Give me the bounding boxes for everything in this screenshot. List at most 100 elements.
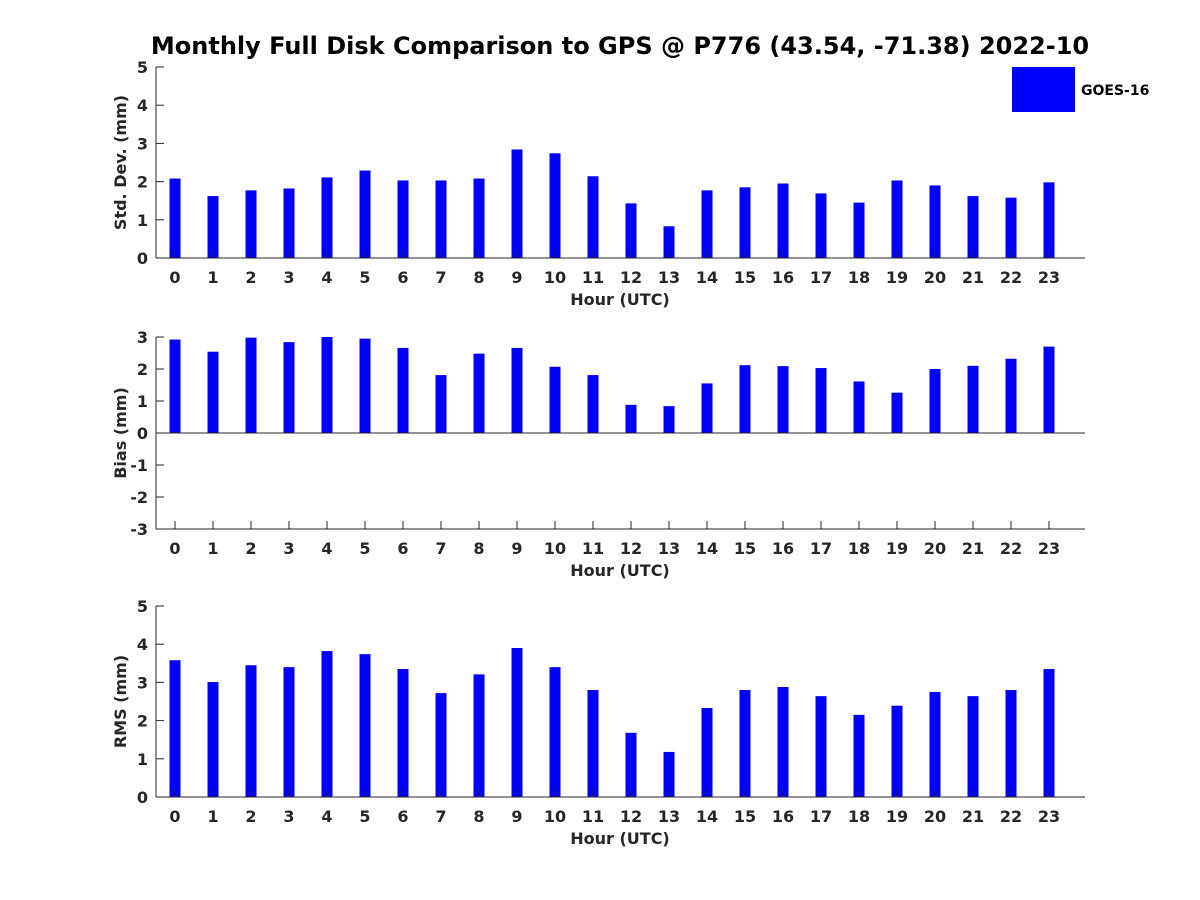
- bar-bias-hour-18: [853, 381, 865, 433]
- legend: GOES-16: [1012, 67, 1149, 112]
- bar-std-dev-hour-18: [853, 202, 865, 258]
- bar-bias-hour-13: [663, 406, 675, 433]
- x-tick-label-std-dev-4: 4: [321, 268, 332, 287]
- x-tick-label-std-dev-21: 21: [962, 268, 984, 287]
- bar-rms-hour-4: [321, 651, 333, 797]
- x-tick-label-bias-7: 7: [435, 539, 446, 558]
- x-tick-label-rms-12: 12: [620, 807, 642, 826]
- x-tick-label-std-dev-17: 17: [810, 268, 832, 287]
- x-tick-label-rms-17: 17: [810, 807, 832, 826]
- x-tick-label-rms-5: 5: [359, 807, 370, 826]
- x-tick-label-rms-4: 4: [321, 807, 332, 826]
- y-tick-label-rms-3: 3: [137, 673, 148, 692]
- bar-bias-hour-17: [815, 368, 827, 433]
- x-tick-label-bias-3: 3: [283, 539, 294, 558]
- bar-bias-hour-23: [1043, 346, 1055, 433]
- x-tick-label-rms-19: 19: [886, 807, 908, 826]
- bar-std-dev-hour-23: [1043, 182, 1055, 258]
- x-tick-label-rms-11: 11: [582, 807, 604, 826]
- x-tick-label-rms-16: 16: [772, 807, 794, 826]
- x-tick-label-bias-21: 21: [962, 539, 984, 558]
- legend-swatch-goes-16: [1012, 67, 1075, 112]
- x-tick-label-std-dev-12: 12: [620, 268, 642, 287]
- x-tick-label-bias-2: 2: [245, 539, 256, 558]
- y-tick-label-bias-2: -1: [130, 456, 148, 475]
- bar-bias-hour-3: [283, 342, 295, 433]
- bar-std-dev-hour-16: [777, 183, 789, 258]
- bar-rms-hour-18: [853, 714, 865, 797]
- x-axis-label-bias: Hour (UTC): [570, 561, 670, 580]
- y-tick-label-bias-5: 2: [137, 360, 148, 379]
- bar-rms-hour-12: [625, 732, 637, 797]
- bar-bias-hour-8: [473, 353, 485, 433]
- y-tick-label-rms-1: 1: [137, 750, 148, 769]
- bar-bias-hour-4: [321, 337, 333, 433]
- x-tick-label-bias-14: 14: [696, 539, 718, 558]
- bar-bias-hour-10: [549, 366, 561, 433]
- bar-std-dev-hour-15: [739, 187, 751, 258]
- x-tick-label-bias-17: 17: [810, 539, 832, 558]
- bar-std-dev-hour-21: [967, 196, 979, 258]
- y-tick-label-bias-0: -3: [130, 520, 148, 539]
- y-tick-label-rms-2: 2: [137, 712, 148, 731]
- x-tick-label-bias-11: 11: [582, 539, 604, 558]
- x-tick-label-bias-4: 4: [321, 539, 332, 558]
- bar-rms-hour-17: [815, 696, 827, 797]
- x-tick-label-std-dev-19: 19: [886, 268, 908, 287]
- x-tick-label-rms-20: 20: [924, 807, 946, 826]
- bar-rms-hour-9: [511, 648, 523, 797]
- x-tick-label-std-dev-3: 3: [283, 268, 294, 287]
- x-tick-label-rms-21: 21: [962, 807, 984, 826]
- x-tick-label-std-dev-23: 23: [1038, 268, 1060, 287]
- x-tick-label-std-dev-13: 13: [658, 268, 680, 287]
- x-tick-label-std-dev-5: 5: [359, 268, 370, 287]
- y-tick-label-bias-3: 0: [137, 424, 148, 443]
- bar-std-dev-hour-4: [321, 177, 333, 258]
- y-tick-label-bias-4: 1: [137, 392, 148, 411]
- x-tick-label-bias-1: 1: [207, 539, 218, 558]
- bar-rms-hour-23: [1043, 669, 1055, 797]
- x-tick-label-rms-1: 1: [207, 807, 218, 826]
- y-axis-label-std-dev: Std. Dev. (mm): [111, 95, 130, 230]
- x-tick-label-rms-9: 9: [511, 807, 522, 826]
- y-tick-label-std-dev-5: 5: [137, 58, 148, 77]
- bar-std-dev-hour-19: [891, 180, 903, 258]
- bar-rms-hour-13: [663, 751, 675, 797]
- bar-bias-hour-7: [435, 375, 447, 433]
- x-tick-label-std-dev-7: 7: [435, 268, 446, 287]
- y-tick-label-std-dev-4: 4: [137, 96, 148, 115]
- bar-rms-hour-8: [473, 674, 485, 797]
- bar-std-dev-hour-12: [625, 203, 637, 258]
- bar-rms-hour-1: [207, 682, 219, 797]
- bar-rms-hour-11: [587, 690, 599, 797]
- bar-std-dev-hour-6: [397, 180, 409, 258]
- bar-std-dev-hour-14: [701, 190, 713, 258]
- y-tick-label-bias-1: -2: [130, 488, 148, 507]
- x-tick-label-bias-22: 22: [1000, 539, 1022, 558]
- x-tick-label-bias-8: 8: [473, 539, 484, 558]
- x-tick-label-rms-23: 23: [1038, 807, 1060, 826]
- x-tick-label-std-dev-16: 16: [772, 268, 794, 287]
- bar-std-dev-hour-3: [283, 188, 295, 258]
- bar-std-dev-hour-11: [587, 176, 599, 258]
- bar-bias-hour-1: [207, 351, 219, 433]
- bar-std-dev-hour-22: [1005, 197, 1017, 258]
- y-tick-label-std-dev-1: 1: [137, 211, 148, 230]
- bar-std-dev-hour-0: [169, 178, 181, 258]
- bar-bias-hour-22: [1005, 358, 1017, 433]
- bar-std-dev-hour-8: [473, 178, 485, 258]
- x-tick-label-rms-18: 18: [848, 807, 870, 826]
- bar-rms-hour-20: [929, 691, 941, 797]
- bar-std-dev-hour-13: [663, 226, 675, 258]
- x-tick-label-std-dev-22: 22: [1000, 268, 1022, 287]
- x-tick-label-rms-3: 3: [283, 807, 294, 826]
- bar-bias-hour-9: [511, 347, 523, 433]
- x-tick-label-std-dev-0: 0: [169, 268, 180, 287]
- legend-label-goes-16: GOES-16: [1081, 83, 1149, 99]
- bar-rms-hour-3: [283, 667, 295, 797]
- x-tick-label-bias-19: 19: [886, 539, 908, 558]
- bar-bias-hour-21: [967, 365, 979, 433]
- bar-rms-hour-21: [967, 696, 979, 797]
- bar-bias-hour-2: [245, 337, 257, 433]
